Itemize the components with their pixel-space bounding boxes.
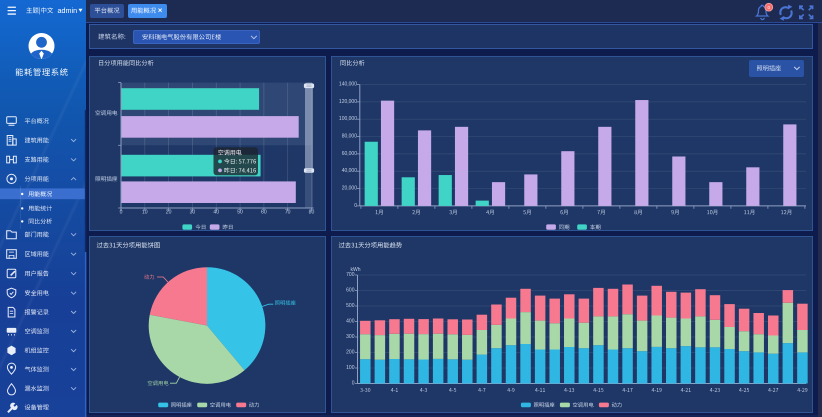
svg-text:20: 20 bbox=[166, 210, 172, 216]
svg-text:0: 0 bbox=[354, 203, 357, 209]
svg-text:80,000: 80,000 bbox=[342, 134, 358, 140]
svg-text:20,000: 20,000 bbox=[342, 186, 358, 192]
svg-text:0: 0 bbox=[768, 5, 771, 10]
svg-text:80: 80 bbox=[309, 210, 315, 216]
svg-text:50: 50 bbox=[237, 210, 243, 216]
svg-text:10: 10 bbox=[142, 210, 148, 216]
svg-text:30: 30 bbox=[190, 210, 196, 216]
svg-text:700: 700 bbox=[346, 272, 355, 278]
svg-text:60,000: 60,000 bbox=[342, 151, 358, 157]
svg-text:60: 60 bbox=[261, 210, 267, 216]
svg-text:kWh: kWh bbox=[351, 267, 361, 273]
svg-text:0: 0 bbox=[352, 381, 355, 387]
svg-text:70: 70 bbox=[285, 210, 291, 216]
svg-text:100: 100 bbox=[346, 365, 355, 371]
svg-text:120,000: 120,000 bbox=[339, 99, 357, 105]
svg-text:300: 300 bbox=[346, 334, 355, 340]
svg-text:200: 200 bbox=[346, 350, 355, 356]
svg-text:40,000: 40,000 bbox=[342, 168, 358, 174]
svg-text:admin: admin bbox=[58, 6, 78, 15]
svg-text:600: 600 bbox=[346, 288, 355, 294]
svg-text:400: 400 bbox=[346, 319, 355, 325]
svg-text:500: 500 bbox=[346, 303, 355, 309]
svg-text:40: 40 bbox=[213, 210, 219, 216]
svg-text:0: 0 bbox=[120, 210, 123, 216]
svg-text:140,000: 140,000 bbox=[339, 82, 357, 88]
svg-text:100,000: 100,000 bbox=[339, 116, 357, 122]
